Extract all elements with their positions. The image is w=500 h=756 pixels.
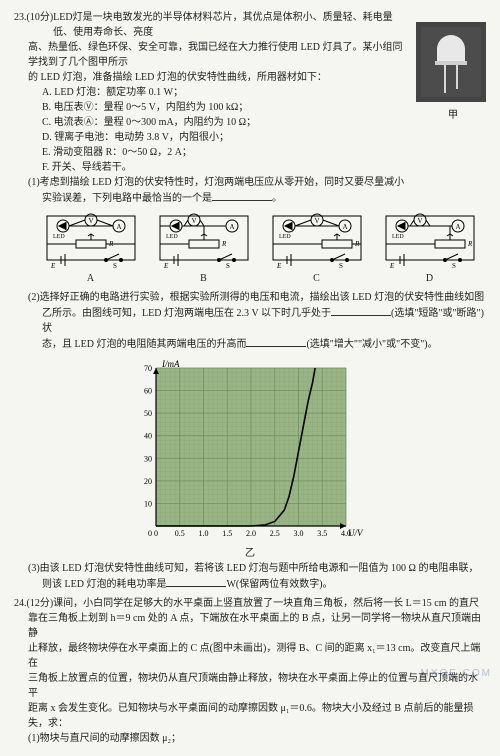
circuit-c-label: C <box>267 271 367 286</box>
svg-text:60: 60 <box>144 387 152 396</box>
svg-text:V: V <box>191 217 196 225</box>
svg-text:S: S <box>452 262 456 270</box>
circuit-a-label: A <box>41 271 141 286</box>
q24-l4: 三角板上放置点的位置，物块仍从直尺顶端由静止释放，物块在水平桌面上停止的位置与直… <box>14 671 486 701</box>
q23-p2-blank2 <box>246 336 306 347</box>
svg-text:0.5: 0.5 <box>175 529 185 538</box>
svg-text:40: 40 <box>144 432 152 441</box>
q24-p1: (1)物块与直尺间的动摩擦因数 μ₂； <box>14 731 486 746</box>
circuit-d-label: D <box>380 271 480 286</box>
q23-p2-l2: 乙所示。由图线可知，LED 灯泡两端电压在 2.3 V 以下时几乎处于(选填"短… <box>14 305 486 336</box>
circuit-b: V A LED R E S B <box>154 210 254 286</box>
svg-text:1.0: 1.0 <box>199 529 209 538</box>
circuit-b-label: B <box>154 271 254 286</box>
svg-text:LED: LED <box>53 234 65 240</box>
caption-yi: 乙 <box>14 546 486 561</box>
q23-p2-l3: 态，且 LED 灯泡的电阻随其两端电压的升高而(选填"增大""减小"或"不变")… <box>14 336 486 352</box>
circuit-c: V A LED R E S C <box>267 210 367 286</box>
svg-text:U/V: U/V <box>348 528 364 538</box>
svg-text:1.5: 1.5 <box>222 529 232 538</box>
q24-points: (12分) <box>27 598 54 609</box>
svg-text:S: S <box>339 262 343 270</box>
svg-text:V: V <box>88 217 93 225</box>
svg-text:3.0: 3.0 <box>294 529 304 538</box>
svg-text:0: 0 <box>148 529 152 538</box>
svg-text:0: 0 <box>154 529 158 538</box>
svg-text:R: R <box>108 240 114 248</box>
svg-text:70: 70 <box>144 364 152 373</box>
svg-text:20: 20 <box>144 477 152 486</box>
q23-p2-l1: (2)选择好正确的电路进行实验，根据实验所测得的电压和电流，描绘出该 LED 灯… <box>14 290 486 305</box>
q23-item-c: C. 电流表Ⓐ：量程 0～300 mA，内阻约为 10 Ω； <box>14 115 486 130</box>
svg-text:30: 30 <box>144 454 152 463</box>
q23-item-b: B. 电压表Ⓥ：量程 0～5 V，内阻约为 100 kΩ； <box>14 100 486 115</box>
q23-p1-blank <box>212 190 272 201</box>
led-photo <box>416 22 486 102</box>
svg-text:I/mA: I/mA <box>161 359 180 369</box>
svg-text:LED: LED <box>392 234 404 240</box>
svg-text:2.5: 2.5 <box>270 529 280 538</box>
svg-text:10: 10 <box>144 499 152 508</box>
q23-p1-l2-wrap: 实验误差，下列电路中最恰当的一个是。 <box>14 190 486 206</box>
svg-text:E: E <box>276 262 282 270</box>
svg-text:S: S <box>226 262 230 270</box>
svg-text:R: R <box>354 240 360 248</box>
svg-text:A: A <box>455 223 460 231</box>
q23-p2-blank1 <box>331 305 391 316</box>
svg-text:R: R <box>467 240 473 248</box>
q24-l5: 距离 x 会发生变化。已知物块与水平桌面间的动摩擦因数 μ₁＝0.6。物块大小及… <box>14 701 486 716</box>
svg-text:2.0: 2.0 <box>246 529 256 538</box>
q23-p1-l2: 实验误差，下列电路中最恰当的一个是 <box>42 193 212 204</box>
svg-text:E: E <box>163 262 169 270</box>
svg-text:A: A <box>342 223 347 231</box>
svg-text:50: 50 <box>144 409 152 418</box>
svg-text:LED: LED <box>166 234 178 240</box>
q23-item-d: D. 锂离子电池：电动势 3.8 V，内阻很小； <box>14 130 486 145</box>
svg-text:LED: LED <box>279 234 291 240</box>
q24-l6: 失，求： <box>14 716 486 731</box>
watermark: MXQE.COM <box>420 666 492 681</box>
svg-text:A: A <box>229 223 234 231</box>
svg-text:V: V <box>417 217 422 225</box>
circuit-d: V A LED R E S D <box>380 210 480 286</box>
circuit-a: V A LED R E S A <box>41 210 141 286</box>
svg-text:E: E <box>50 262 56 270</box>
svg-text:S: S <box>113 262 117 270</box>
q23-p1-l1: (1)考虑到描绘 LED 灯泡的伏安特性时，灯泡两端电压应从零开始，同时又要尽量… <box>14 175 486 190</box>
q23-p3-l2: 则该 LED 灯泡的耗电功率是W(保留两位有效数字)。 <box>14 576 486 592</box>
q24-l2: 靠在三角板上划到 h＝9 cm 处的 A 点，下端放在水平桌面上的 B 点，让另… <box>14 611 486 641</box>
q23-points: (10分) <box>27 12 54 23</box>
q23-item-e: E. 滑动变阻器 R：0～50 Ω，2 A； <box>14 145 486 160</box>
svg-text:R: R <box>221 240 227 248</box>
q24-l3: 止释放，最终物块停在水平桌面上的 C 点(图中未画出)，测得 B、C 间的距离 … <box>14 641 486 671</box>
q24-l1: 课间，小白同学在足够大的水平桌面上竖直放置了一块直角三角板，然后将一长 L＝15… <box>53 598 479 609</box>
q23-p3-blank <box>166 576 226 587</box>
caption-jia: 甲 <box>448 108 458 123</box>
q24-number: 24. <box>14 598 27 609</box>
svg-text:V: V <box>314 217 319 225</box>
svg-text:A: A <box>116 223 121 231</box>
q23-item-f: F. 开关、导线若干。 <box>14 160 486 175</box>
iv-chart: 00.51.01.52.02.53.03.54.0102030405060700… <box>130 356 370 544</box>
q23-number: 23. <box>14 12 27 23</box>
svg-text:E: E <box>389 262 395 270</box>
q23-intro-1: LED灯是一块电致发光的半导体材料芯片，其优点是体积小、质量轻、耗电量低、使用寿… <box>53 12 392 38</box>
q23-p3-l1: (3)由该 LED 灯泡伏安特性曲线可知，若将该 LED 灯泡与题中所给电源和一… <box>14 561 486 576</box>
svg-text:3.5: 3.5 <box>317 529 327 538</box>
